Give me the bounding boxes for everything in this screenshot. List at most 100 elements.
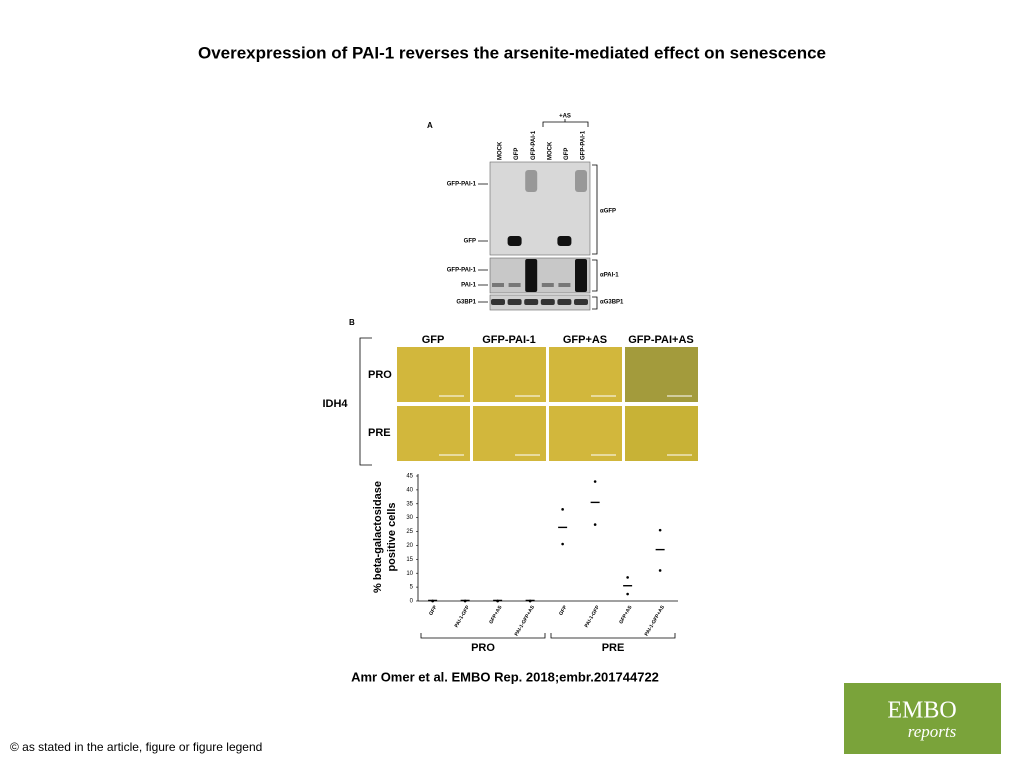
logo-text: EMBO: [887, 698, 956, 724]
blot-label: PAI-1: [461, 283, 477, 289]
y-tick-label: 25: [406, 529, 413, 535]
data-point: [431, 599, 434, 603]
data-point: [496, 599, 499, 603]
micrograph: [397, 406, 470, 461]
panel-label: A: [427, 121, 433, 130]
lane-label: MOCK: [547, 141, 553, 160]
lane-label: MOCK: [498, 141, 504, 160]
blot-label: G3BP1: [456, 300, 476, 306]
band: [540, 299, 555, 305]
band: [541, 283, 554, 287]
y-tick-label: 20: [406, 543, 413, 549]
blot-pai1: [489, 257, 591, 294]
panel-label: B: [349, 318, 355, 327]
band: [525, 259, 538, 292]
logo-text: reports: [908, 722, 957, 741]
x-tick-label: GFP: [558, 604, 569, 616]
micrograph: [625, 347, 698, 402]
logo: [844, 683, 1001, 754]
blot-right-labels: αGFP αPAI-1 αG3BP1: [600, 209, 624, 306]
group-bracket: [550, 633, 676, 639]
x-tick-label: GFP+AS: [618, 604, 634, 625]
blot-label: GFP-PAI-1: [447, 268, 477, 274]
data-point: [626, 592, 629, 596]
row-label: PRE: [368, 427, 391, 439]
band: [491, 299, 505, 305]
x-tick-label: GFP+AS: [488, 604, 504, 625]
group-label: PRE: [602, 642, 625, 654]
band: [524, 299, 539, 305]
x-tick-label: PAI-1-GFP+AS: [644, 604, 667, 637]
y-tick-label: 40: [406, 487, 413, 493]
blot-left-labels: GFP-PAI-1 GFP GFP-PAI-1 PAI-1 G3BP1: [447, 182, 477, 306]
data-point: [626, 576, 629, 579]
data-point: [593, 523, 597, 526]
group-label: IDH4: [322, 398, 348, 410]
data-point: [593, 480, 597, 483]
group-bracket: [359, 337, 372, 466]
lane-label: GFP: [564, 148, 570, 160]
y-tick-label: 35: [406, 501, 413, 507]
y-tick-label: 45: [406, 474, 413, 480]
x-tick-label: PAI-1-GFP: [454, 604, 472, 629]
band: [508, 283, 521, 287]
column-header: GFP-PAI-1: [482, 334, 536, 346]
blot-label: GFP: [464, 239, 476, 245]
antibody-label: αGFP: [600, 209, 616, 215]
treatment-label: +AS: [559, 114, 571, 120]
blot-bands: [491, 170, 588, 305]
band: [557, 236, 572, 246]
slide-title: Overexpression of PAI-1 reverses the ars…: [198, 43, 826, 62]
y-tick-label: 10: [406, 571, 413, 577]
blot-arrows: [478, 183, 488, 303]
band: [525, 170, 538, 192]
treatment-bracket: [542, 119, 589, 127]
x-tick-label: GFP: [428, 604, 439, 616]
band: [507, 299, 522, 305]
band: [492, 283, 504, 287]
band: [507, 236, 522, 246]
micrographs: [397, 347, 698, 461]
band: [558, 283, 571, 287]
y-tick-label: 0: [410, 599, 414, 605]
copyright: © as stated in the article, figure or fi…: [10, 740, 262, 754]
data-point: [561, 542, 564, 546]
blot-brackets: [592, 164, 598, 310]
micrograph: [473, 347, 546, 402]
column-header: GFP+AS: [563, 334, 607, 346]
y-axis-label: % beta-galactosidase: [372, 481, 384, 593]
y-tick-label: 30: [406, 515, 413, 521]
data-point: [528, 599, 532, 603]
band: [574, 299, 588, 305]
x-tick-label: PAI-1-GFP: [584, 604, 602, 629]
micrograph: [625, 406, 698, 461]
citation: Amr Omer et al. EMBO Rep. 2018;embr.2017…: [351, 669, 659, 684]
micrograph: [549, 406, 622, 461]
data-point: [463, 599, 467, 603]
lane-label: GFP-PAI-1: [581, 130, 587, 160]
data-point: [658, 528, 662, 532]
micrograph: [473, 406, 546, 461]
blot-g3bp1: [489, 294, 591, 311]
group-bracket: [420, 633, 546, 639]
micrograph: [549, 347, 622, 402]
lane-label: GFP: [514, 148, 520, 160]
x-tick-label: PAI-1-GFP+AS: [514, 604, 537, 637]
micrograph: [397, 347, 470, 402]
band: [575, 170, 587, 192]
data-point: [561, 508, 564, 511]
antibody-label: αPAI-1: [600, 273, 619, 279]
data-point: [658, 569, 662, 572]
dot-plot: 0 5 10 15 20 25 30 35 40 45 GFP PAI-1-GFP GFP+AS PAI-…: [406, 474, 676, 654]
band: [575, 259, 587, 292]
blot-gfp: [489, 161, 591, 256]
blot-label: GFP-PAI-1: [447, 182, 477, 188]
column-header: GFP: [422, 334, 445, 346]
column-header: GFP-PAI+AS: [628, 334, 694, 346]
y-tick-label: 15: [406, 557, 413, 563]
y-tick-label: 5: [410, 585, 414, 591]
row-label: PRO: [368, 369, 392, 381]
band: [557, 299, 572, 305]
antibody-label: αG3BP1: [600, 300, 624, 306]
